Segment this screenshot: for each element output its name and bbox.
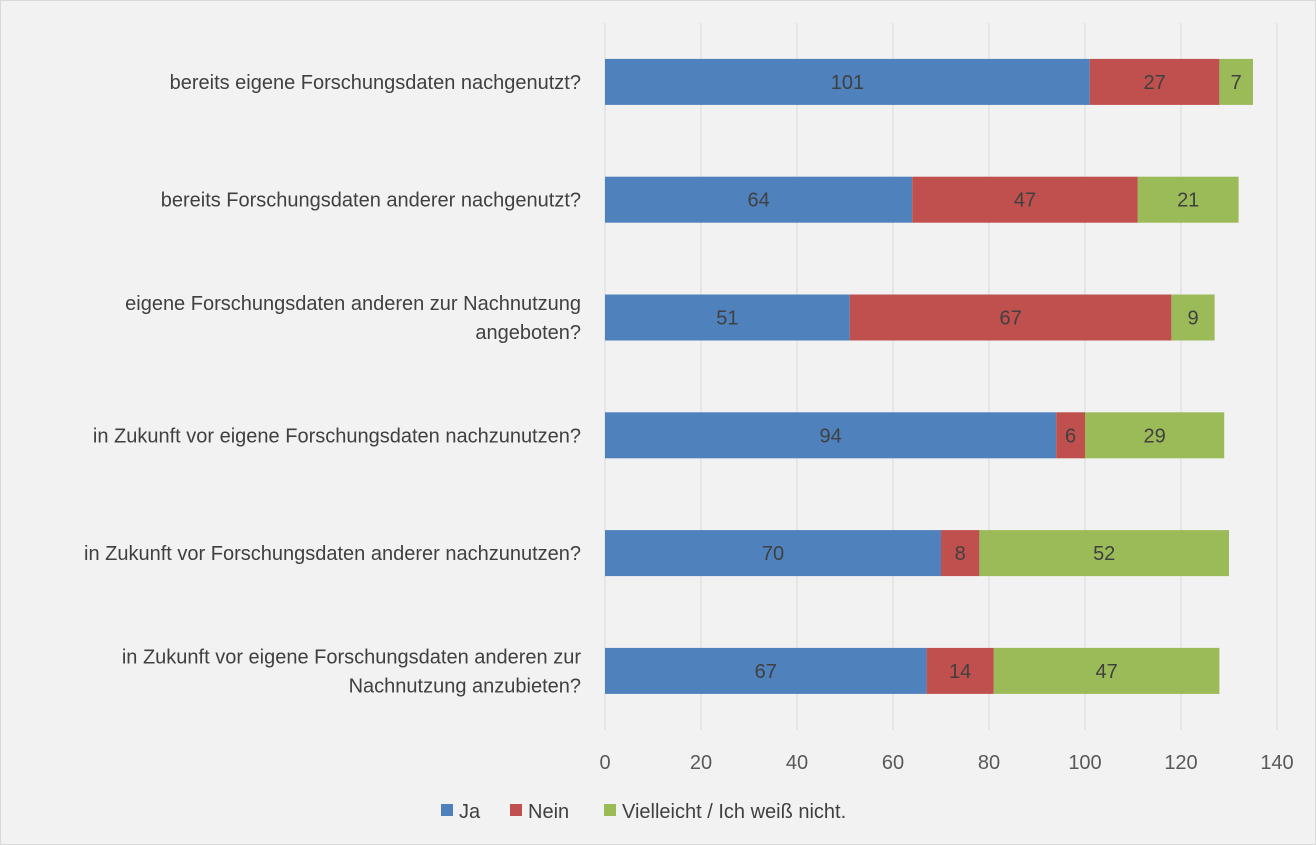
category-label: in Zukunft vor eigene Forschungsdaten an… [122, 646, 582, 668]
bar-vielleicht-1 [1137, 176, 1239, 223]
category-label: angeboten? [475, 322, 581, 344]
bar-nein-4 [941, 530, 980, 577]
category-label: in Zukunft vor eigene Forschungsdaten na… [93, 425, 581, 447]
x-tick-label: 80 [978, 752, 1000, 774]
data-label: 21 [1177, 190, 1199, 212]
data-label: 14 [949, 661, 971, 683]
bar-ja-2 [605, 294, 850, 341]
bar-nein-5 [926, 647, 994, 694]
bar-nein-2 [849, 294, 1172, 341]
bar-vielleicht-5 [993, 647, 1220, 694]
bar-ja-3 [605, 412, 1057, 459]
legend-label: Vielleicht / Ich weiß nicht. [622, 801, 846, 823]
legend-swatch [604, 804, 616, 816]
data-label: 101 [831, 72, 864, 94]
x-tick-label: 120 [1164, 752, 1197, 774]
bar-nein-0 [1089, 58, 1220, 105]
data-label: 70 [762, 543, 784, 565]
legend-label: Nein [528, 801, 569, 823]
bar-vielleicht-0 [1219, 58, 1253, 105]
category-label: bereits eigene Forschungsdaten nachgenut… [170, 72, 581, 94]
x-tick-label: 100 [1068, 752, 1101, 774]
bar-vielleicht-2 [1171, 294, 1215, 341]
x-tick-label: 40 [786, 752, 808, 774]
x-tick-label: 0 [599, 752, 610, 774]
bar-ja-0 [605, 58, 1090, 105]
data-label: 27 [1143, 72, 1165, 94]
legend-label: Ja [459, 801, 481, 823]
legend-swatch [441, 804, 453, 816]
bar-vielleicht-3 [1085, 412, 1225, 459]
bar-ja-5 [605, 647, 927, 694]
data-label: 64 [747, 190, 769, 212]
category-label: bereits Forschungsdaten anderer nachgenu… [161, 190, 581, 212]
x-tick-label: 60 [882, 752, 904, 774]
bar-nein-3 [1056, 412, 1085, 459]
data-label: 7 [1231, 72, 1242, 94]
data-label: 9 [1187, 308, 1198, 330]
data-label: 8 [955, 543, 966, 565]
category-label: eigene Forschungsdaten anderen zur Nachn… [125, 293, 581, 315]
legend-swatch [510, 804, 522, 816]
bar-ja-1 [605, 176, 913, 223]
data-label: 6 [1065, 425, 1076, 447]
category-label: in Zukunft vor Forschungsdaten anderer n… [84, 543, 581, 565]
x-tick-label: 20 [690, 752, 712, 774]
data-label: 52 [1093, 543, 1115, 565]
bar-ja-4 [605, 530, 941, 577]
bar-nein-1 [912, 176, 1138, 223]
data-label: 67 [999, 308, 1021, 330]
x-tick-label: 140 [1260, 752, 1293, 774]
data-label: 29 [1143, 425, 1165, 447]
data-label: 47 [1095, 661, 1117, 683]
bar-vielleicht-4 [979, 530, 1229, 577]
data-label: 67 [755, 661, 777, 683]
data-label: 51 [716, 308, 738, 330]
category-label: Nachnutzung anzubieten? [349, 675, 581, 697]
data-label: 94 [819, 425, 841, 447]
data-label: 47 [1014, 190, 1036, 212]
